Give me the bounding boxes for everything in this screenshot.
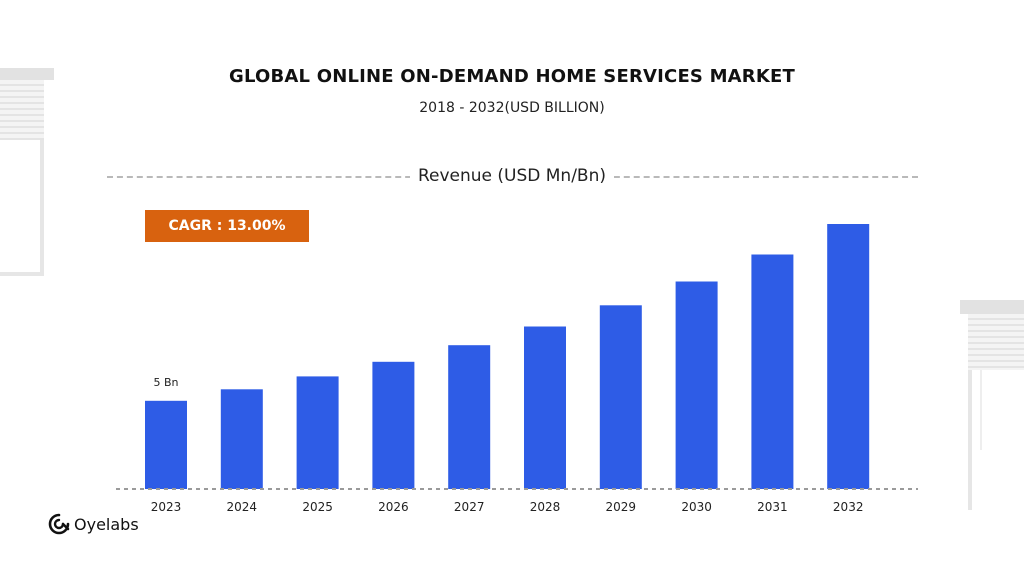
brand-logo: Oyelabs — [48, 512, 139, 536]
bar-2029 — [599, 305, 642, 489]
x-tick-label: 2028 — [530, 500, 561, 514]
bar-2025 — [296, 376, 339, 489]
cagr-badge: CAGR : 13.00% — [145, 210, 309, 242]
x-tick-label: 2027 — [454, 500, 485, 514]
series-label-text: Revenue (USD Mn/Bn) — [409, 166, 615, 186]
x-tick-label: 2031 — [757, 500, 788, 514]
series-label: Revenue (USD Mn/Bn) — [0, 166, 1024, 186]
x-tick-label: 2024 — [227, 500, 258, 514]
bar-2031 — [751, 254, 794, 489]
bar-2030 — [675, 281, 718, 489]
bar-2026 — [372, 361, 415, 489]
x-tick-label: 2025 — [302, 500, 333, 514]
bar-2023 — [145, 400, 187, 489]
bar-2028 — [524, 326, 566, 489]
left-window-decoration — [0, 68, 54, 276]
chart-subtitle: 2018 - 2032(USD BILLION) — [419, 100, 605, 116]
bar-2032 — [827, 224, 870, 489]
right-window-decoration — [960, 300, 1024, 512]
x-tick-label: 2023 — [151, 500, 182, 514]
bar-2024 — [220, 389, 263, 489]
data-label: 5 Bn — [153, 376, 178, 389]
oyelabs-logo-icon — [48, 513, 70, 535]
x-tick-label: 2030 — [681, 500, 712, 514]
brand-name: Oyelabs — [74, 514, 139, 534]
x-tick-label: 2026 — [378, 500, 409, 514]
bar-2027 — [448, 345, 491, 489]
x-tick-label: 2032 — [833, 500, 864, 514]
chart-title: GLOBAL ONLINE ON-DEMAND HOME SERVICES MA… — [229, 66, 795, 87]
x-tick-label: 2029 — [606, 500, 637, 514]
